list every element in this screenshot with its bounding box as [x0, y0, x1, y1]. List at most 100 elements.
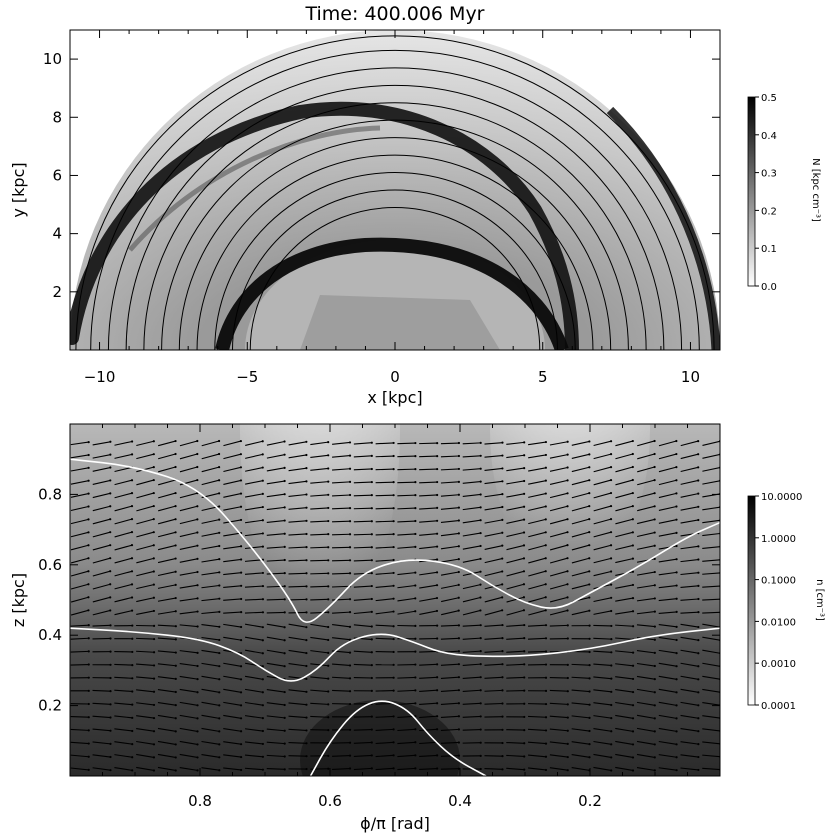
- velocity-vector: [353, 585, 372, 588]
- velocity-vector: [680, 572, 699, 576]
- velocity-vector-head: [174, 756, 177, 759]
- velocity-vector: [658, 585, 677, 589]
- velocity-vector: [70, 637, 89, 640]
- velocity-vector-head: [327, 677, 330, 680]
- velocity-vector-head: [523, 702, 526, 705]
- velocity-vector-head: [675, 665, 678, 668]
- velocity-vector: [419, 650, 438, 653]
- velocity-vector-head: [392, 584, 395, 587]
- velocity-vector-head: [196, 570, 199, 574]
- velocity-vector: [244, 623, 263, 628]
- velocity-vector: [310, 598, 329, 601]
- velocity-vector-head: [436, 754, 439, 757]
- velocity-vector: [70, 480, 89, 485]
- velocity-vector-head: [479, 741, 482, 744]
- velocity-vector: [332, 455, 351, 458]
- velocity-vector-head: [501, 676, 504, 679]
- velocity-vector: [375, 507, 394, 510]
- velocity-vector-head: [697, 571, 700, 574]
- velocity-vector: [615, 610, 634, 615]
- velocity-vector-head: [218, 756, 221, 759]
- velocity-vector: [244, 598, 263, 601]
- velocity-vector-head: [697, 558, 700, 561]
- velocity-vector-head: [457, 754, 461, 757]
- velocity-vector-head: [609, 531, 613, 534]
- velocity-vector-head: [566, 492, 569, 495]
- velocity-vector: [528, 637, 547, 640]
- velocity-vector: [266, 585, 285, 588]
- velocity-vector-head: [653, 531, 656, 534]
- velocity-vector-head: [435, 545, 439, 548]
- velocity-vector: [440, 494, 459, 497]
- velocity-vector: [266, 728, 285, 732]
- velocity-vector-head: [327, 625, 330, 629]
- velocity-vector: [397, 494, 416, 497]
- velocity-vector-head: [348, 572, 352, 575]
- velocity-vector-head: [261, 729, 264, 733]
- velocity-vector: [288, 507, 307, 510]
- velocity-vector-head: [370, 546, 373, 549]
- velocity-vector-head: [501, 663, 504, 666]
- velocity-vector-head: [544, 663, 548, 666]
- velocity-vector: [92, 624, 111, 627]
- velocity-vector-head: [610, 638, 613, 641]
- velocity-vector: [702, 467, 720, 472]
- velocity-vector-head: [697, 492, 700, 495]
- velocity-vector: [462, 493, 481, 497]
- velocity-vector-head: [653, 756, 656, 759]
- velocity-vector: [266, 689, 285, 693]
- velocity-vector: [244, 506, 263, 511]
- velocity-vector: [658, 492, 677, 499]
- velocity-vector-head: [196, 465, 199, 469]
- velocity-vector: [637, 453, 655, 460]
- velocity-vector-head: [522, 505, 526, 508]
- velocity-vector-head: [305, 519, 308, 522]
- velocity-vector-head: [305, 742, 308, 745]
- velocity-vector: [332, 533, 351, 536]
- bottom-y-axis-label: z [kpc]: [9, 573, 28, 627]
- bottom-x-tick-label: 0.6: [318, 792, 342, 810]
- velocity-vector-head: [218, 584, 221, 587]
- velocity-vector: [375, 520, 394, 523]
- velocity-vector: [353, 520, 372, 523]
- velocity-vector: [179, 584, 198, 589]
- velocity-vector-head: [109, 557, 112, 560]
- velocity-vector: [157, 753, 176, 759]
- velocity-vector-head: [566, 769, 569, 772]
- velocity-vector: [332, 624, 351, 628]
- velocity-vector: [440, 728, 459, 731]
- velocity-vector: [636, 624, 655, 628]
- velocity-vector-head: [501, 623, 504, 627]
- velocity-vector: [157, 637, 176, 640]
- velocity-vector-head: [240, 755, 243, 759]
- velocity-vector: [310, 623, 329, 628]
- velocity-vector: [397, 468, 416, 471]
- velocity-vector-head: [588, 690, 591, 693]
- velocity-vector: [310, 494, 329, 497]
- velocity-vector-head: [566, 440, 569, 443]
- velocity-vector: [680, 598, 699, 601]
- velocity-vector: [310, 689, 329, 693]
- velocity-vector: [223, 506, 242, 511]
- velocity-vector: [223, 532, 242, 537]
- velocity-vector: [506, 454, 525, 459]
- velocity-vector-head: [501, 557, 504, 560]
- velocity-vector-head: [305, 729, 308, 732]
- velocity-vector-head: [130, 596, 134, 599]
- velocity-vector-head: [174, 677, 177, 680]
- velocity-vector: [549, 479, 568, 486]
- velocity-vector: [245, 453, 263, 459]
- velocity-vector-head: [697, 768, 700, 772]
- velocity-vector: [375, 455, 394, 458]
- velocity-vector: [484, 624, 503, 627]
- velocity-vector-head: [327, 572, 330, 575]
- velocity-vector: [179, 714, 198, 719]
- velocity-vector: [353, 468, 372, 471]
- velocity-vector-head: [348, 690, 352, 693]
- velocity-vector-head: [653, 570, 656, 574]
- velocity-vector-head: [305, 440, 308, 443]
- velocity-vector: [680, 545, 699, 550]
- velocity-vector-head: [109, 769, 112, 772]
- velocity-vector-head: [544, 676, 548, 679]
